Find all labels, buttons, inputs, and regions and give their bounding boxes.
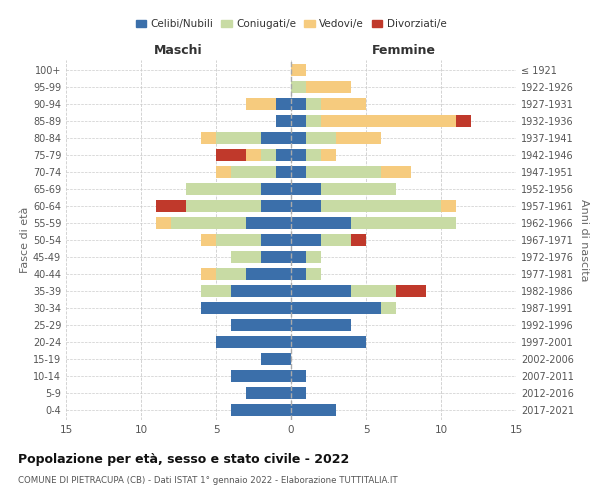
- Bar: [201, 132, 216, 144]
- Bar: [261, 353, 291, 365]
- Bar: [276, 149, 291, 161]
- Bar: [291, 132, 306, 144]
- Bar: [291, 336, 366, 348]
- Bar: [441, 200, 456, 212]
- Bar: [231, 251, 261, 263]
- Text: COMUNE DI PIETRACUPA (CB) - Dati ISTAT 1° gennaio 2022 - Elaborazione TUTTITALIA: COMUNE DI PIETRACUPA (CB) - Dati ISTAT 1…: [18, 476, 398, 485]
- Bar: [231, 285, 291, 297]
- Bar: [231, 166, 276, 178]
- Bar: [321, 98, 366, 110]
- Bar: [291, 268, 306, 280]
- Bar: [291, 370, 306, 382]
- Bar: [306, 115, 321, 127]
- Bar: [306, 132, 336, 144]
- Bar: [321, 183, 396, 195]
- Bar: [291, 386, 306, 399]
- Bar: [216, 166, 231, 178]
- Bar: [291, 183, 321, 195]
- Y-axis label: Fasce di età: Fasce di età: [20, 207, 30, 273]
- Bar: [306, 268, 321, 280]
- Bar: [291, 81, 306, 94]
- Bar: [306, 166, 381, 178]
- Text: Femmine: Femmine: [371, 44, 436, 57]
- Bar: [351, 285, 396, 297]
- Bar: [246, 98, 276, 110]
- Y-axis label: Anni di nascita: Anni di nascita: [580, 198, 589, 281]
- Bar: [306, 81, 351, 94]
- Bar: [186, 183, 261, 195]
- Bar: [291, 251, 306, 263]
- Bar: [291, 319, 351, 331]
- Bar: [261, 183, 291, 195]
- Bar: [456, 115, 471, 127]
- Bar: [171, 217, 246, 229]
- Bar: [216, 234, 261, 246]
- Bar: [231, 370, 291, 382]
- Legend: Celibi/Nubili, Coniugati/e, Vedovi/e, Divorziati/e: Celibi/Nubili, Coniugati/e, Vedovi/e, Di…: [131, 15, 451, 33]
- Bar: [291, 98, 306, 110]
- Bar: [276, 115, 291, 127]
- Bar: [291, 149, 306, 161]
- Bar: [231, 404, 291, 416]
- Bar: [156, 200, 186, 212]
- Bar: [201, 234, 216, 246]
- Bar: [381, 302, 396, 314]
- Bar: [246, 386, 291, 399]
- Bar: [261, 251, 291, 263]
- Bar: [246, 217, 291, 229]
- Bar: [246, 268, 291, 280]
- Text: Maschi: Maschi: [154, 44, 203, 57]
- Text: Popolazione per età, sesso e stato civile - 2022: Popolazione per età, sesso e stato civil…: [18, 452, 349, 466]
- Bar: [216, 149, 246, 161]
- Bar: [261, 149, 276, 161]
- Bar: [261, 132, 291, 144]
- Bar: [396, 285, 426, 297]
- Bar: [291, 115, 306, 127]
- Bar: [291, 404, 336, 416]
- Bar: [216, 132, 261, 144]
- Bar: [276, 98, 291, 110]
- Bar: [276, 166, 291, 178]
- Bar: [291, 234, 321, 246]
- Bar: [216, 336, 291, 348]
- Bar: [381, 166, 411, 178]
- Bar: [306, 149, 321, 161]
- Bar: [291, 302, 381, 314]
- Bar: [291, 285, 351, 297]
- Bar: [201, 285, 231, 297]
- Bar: [156, 217, 171, 229]
- Bar: [216, 268, 246, 280]
- Bar: [261, 234, 291, 246]
- Bar: [231, 319, 291, 331]
- Bar: [186, 200, 261, 212]
- Bar: [351, 217, 456, 229]
- Bar: [336, 132, 381, 144]
- Bar: [351, 234, 366, 246]
- Bar: [321, 149, 336, 161]
- Bar: [291, 166, 306, 178]
- Bar: [306, 98, 321, 110]
- Bar: [291, 200, 321, 212]
- Bar: [246, 149, 261, 161]
- Bar: [201, 302, 291, 314]
- Bar: [321, 115, 456, 127]
- Bar: [261, 200, 291, 212]
- Bar: [321, 200, 441, 212]
- Bar: [291, 64, 306, 76]
- Bar: [306, 251, 321, 263]
- Bar: [291, 217, 351, 229]
- Bar: [321, 234, 351, 246]
- Bar: [201, 268, 216, 280]
